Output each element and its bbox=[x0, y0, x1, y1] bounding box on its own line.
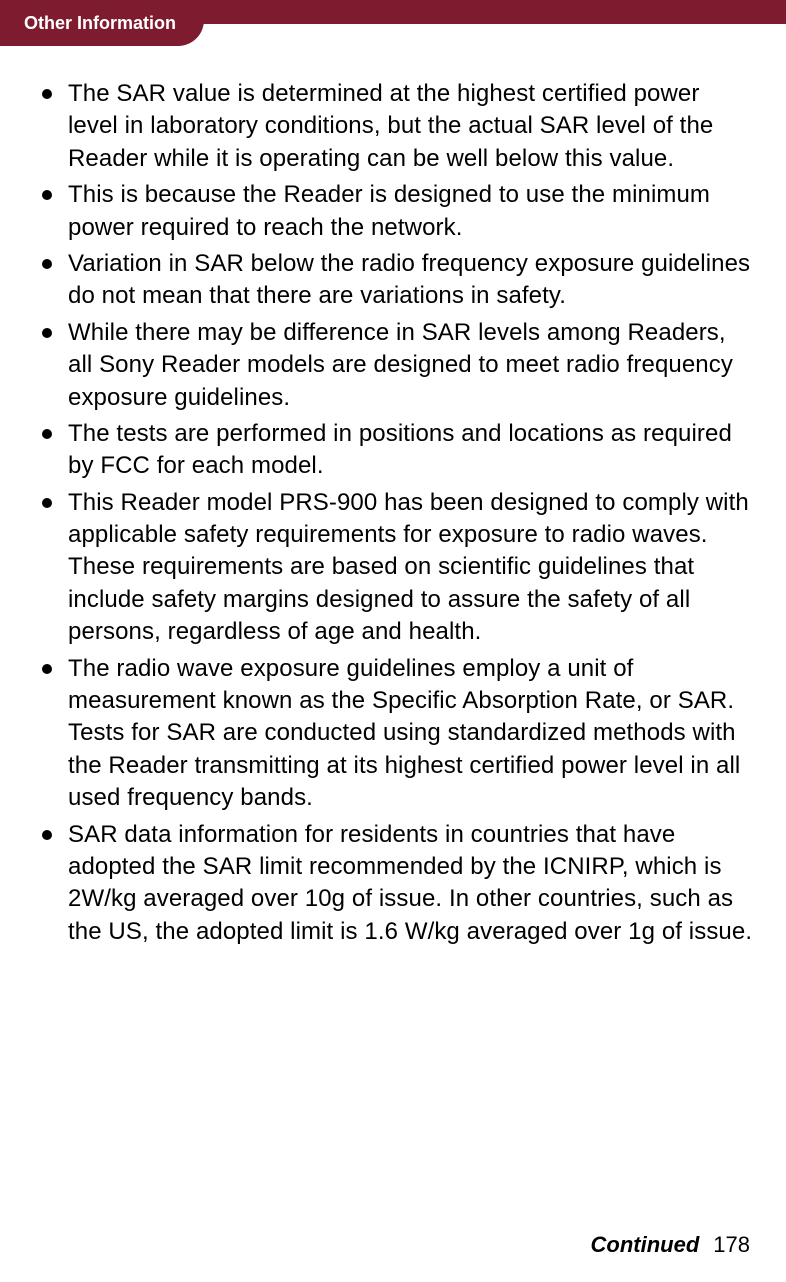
header-bar: Other Information bbox=[0, 0, 786, 52]
list-item: The radio wave exposure guidelines emplo… bbox=[40, 653, 754, 815]
bullet-text: The SAR value is determined at the highe… bbox=[68, 80, 713, 172]
bullet-text: The tests are performed in positions and… bbox=[68, 420, 732, 479]
bullet-text: The radio wave exposure guidelines emplo… bbox=[68, 655, 740, 812]
bullet-text: Variation in SAR below the radio frequen… bbox=[68, 250, 750, 309]
header-title: Other Information bbox=[24, 13, 176, 34]
list-item: The SAR value is determined at the highe… bbox=[40, 78, 754, 175]
list-item: While there may be difference in SAR lev… bbox=[40, 317, 754, 414]
list-item: This Reader model PRS-900 has been desig… bbox=[40, 487, 754, 649]
list-item: This is because the Reader is designed t… bbox=[40, 179, 754, 244]
content-area: The SAR value is determined at the highe… bbox=[0, 0, 786, 948]
list-item: Variation in SAR below the radio frequen… bbox=[40, 248, 754, 313]
bullet-text: This Reader model PRS-900 has been desig… bbox=[68, 489, 749, 646]
list-item: SAR data information for residents in co… bbox=[40, 819, 754, 949]
bullet-text: SAR data information for residents in co… bbox=[68, 821, 752, 945]
list-item: The tests are performed in positions and… bbox=[40, 418, 754, 483]
bullet-text: This is because the Reader is designed t… bbox=[68, 181, 710, 240]
bullet-list: The SAR value is determined at the highe… bbox=[40, 78, 754, 948]
continued-label: Continued bbox=[591, 1232, 700, 1257]
footer: Continued 178 bbox=[591, 1232, 750, 1258]
bullet-text: While there may be difference in SAR lev… bbox=[68, 319, 733, 411]
header-title-tab: Other Information bbox=[0, 0, 204, 46]
page-number: 178 bbox=[713, 1232, 750, 1257]
